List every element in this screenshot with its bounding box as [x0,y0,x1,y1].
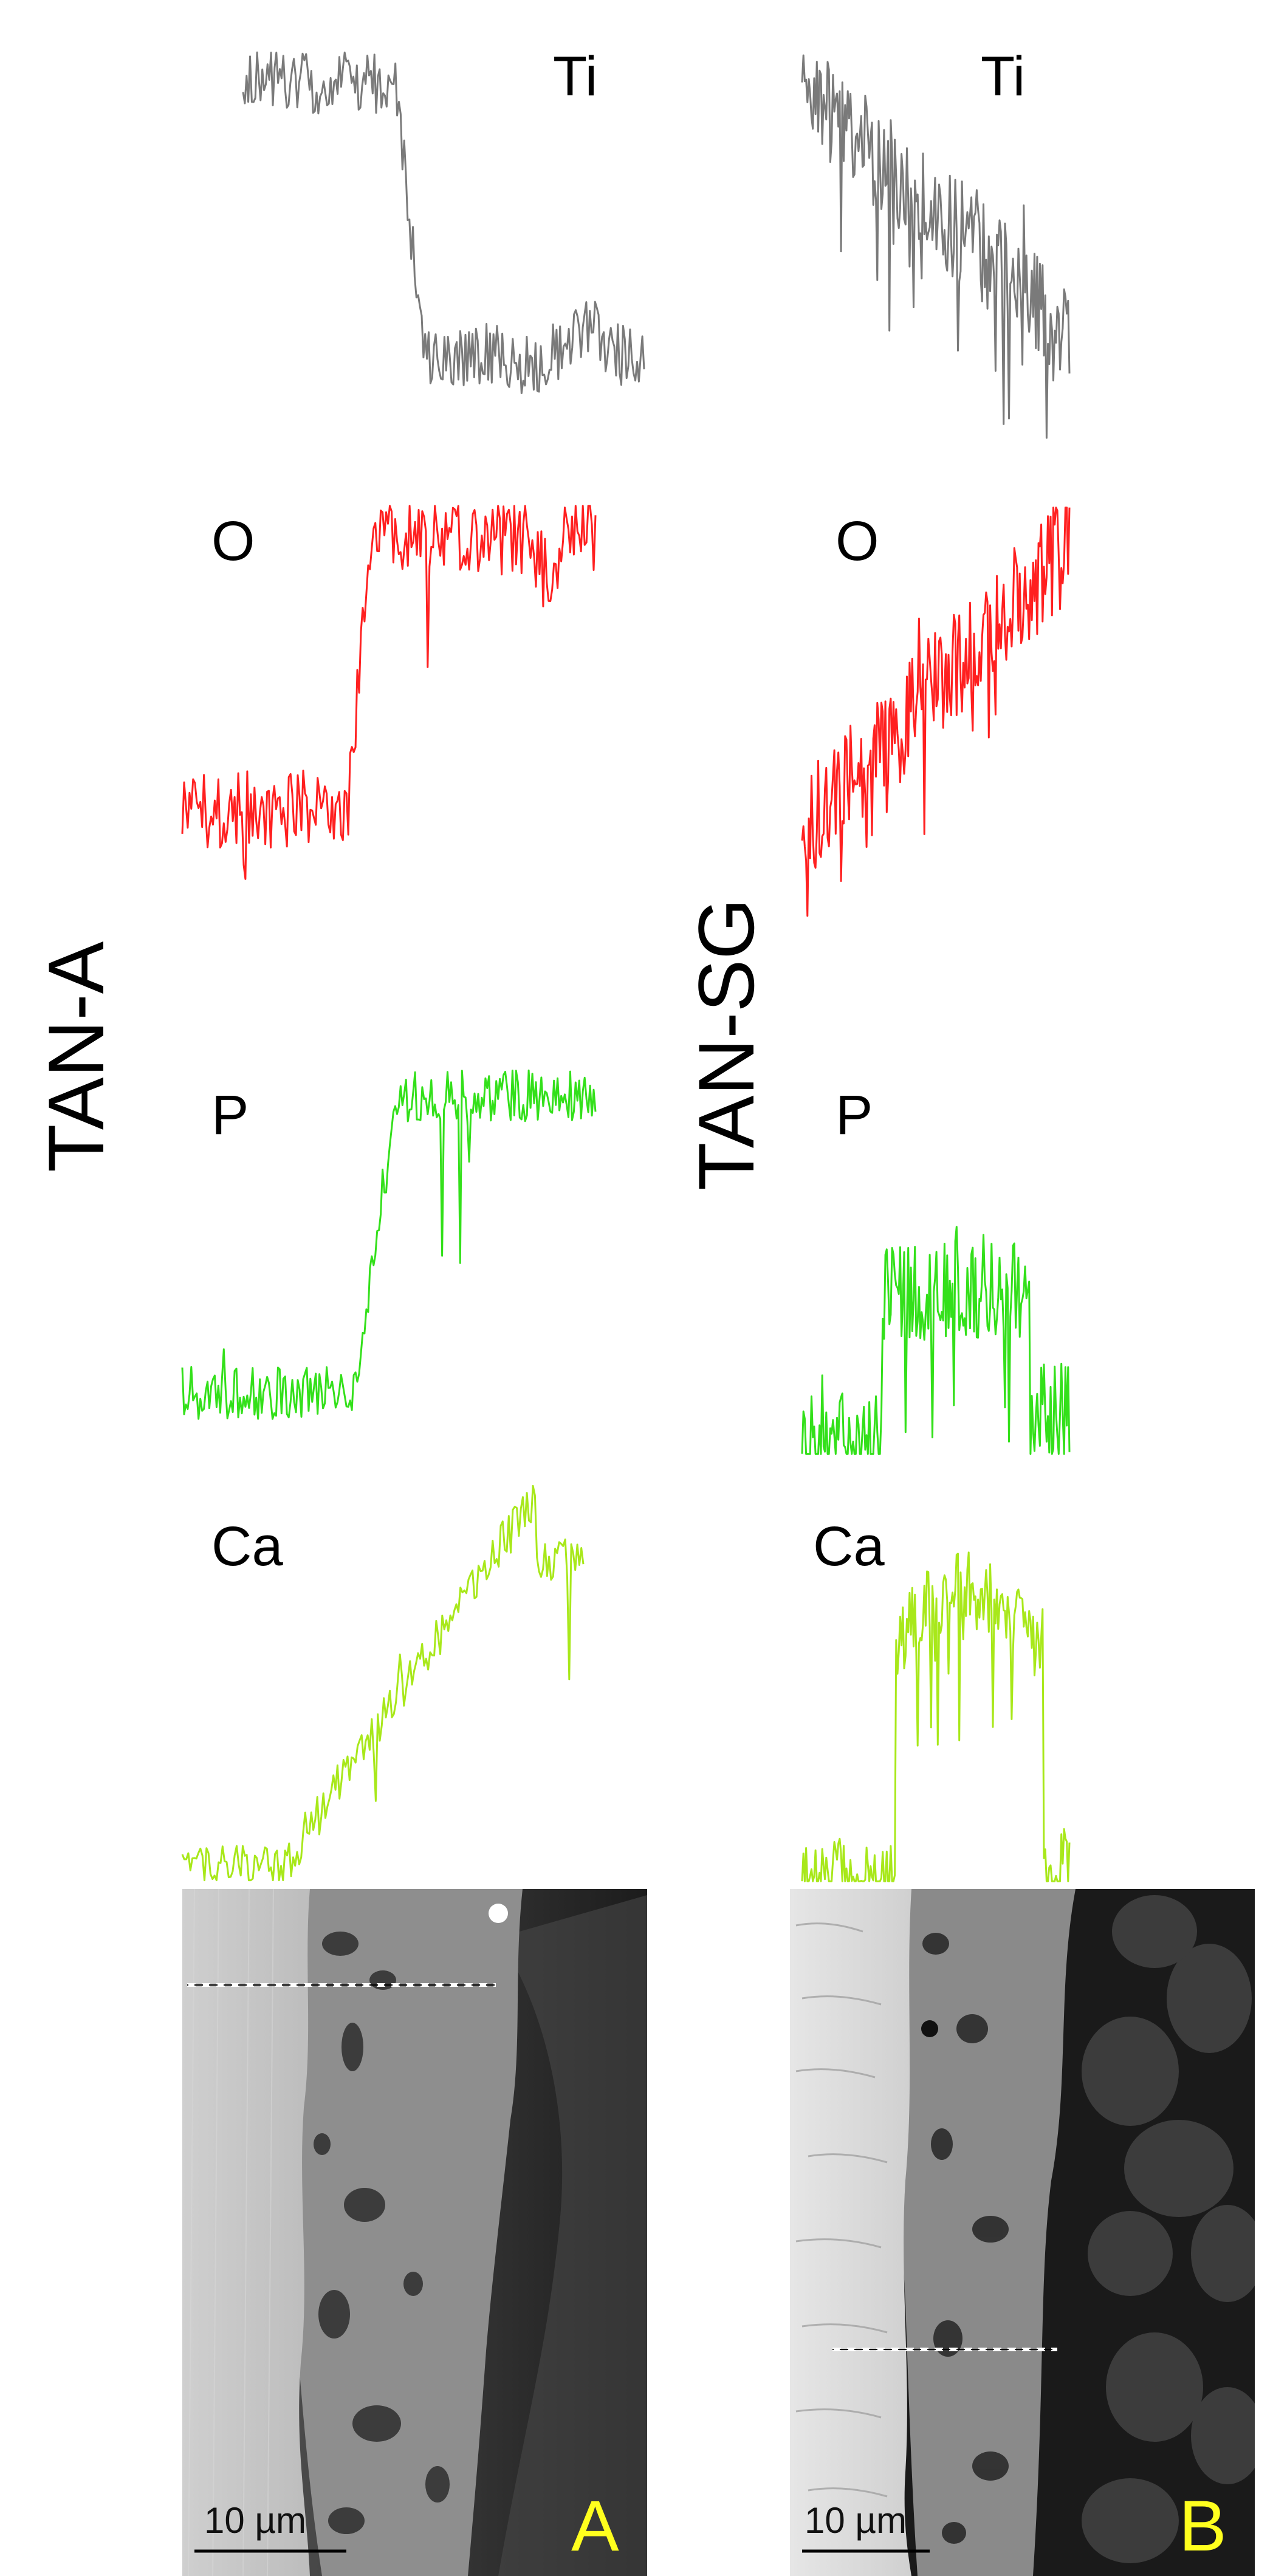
linescan-trace [801,507,1071,917]
linescan-o-b [801,507,1071,917]
linescan-p-b [801,1226,1071,1455]
linescan-ti-b [801,54,1071,439]
element-label-ca-b: Ca [813,1515,885,1577]
sample-label-tan-a: TAN-A [32,941,120,1172]
linescan-trace [181,505,597,880]
sem-b-substrate [790,1889,911,2576]
sem-a-embedding-glow [498,1895,647,2576]
linescan-p-a [181,1069,597,1420]
linescan-o-a [181,505,597,880]
panel-letter-b: B [1179,2486,1227,2566]
linescan-ca-a [181,1484,585,1882]
element-label-ca-a: Ca [211,1515,283,1577]
linescan-trace [181,1484,585,1882]
element-label-o-a: O [211,510,255,572]
sample-label-tan-sg: TAN-SG [682,898,770,1191]
scale-bar-label-a: 10 µm [204,2500,306,2541]
linescan-trace [801,1226,1071,1455]
linescan-ti-a [242,51,645,394]
panel-letter-a: A [571,2486,619,2566]
element-label-ti-b: Ti [981,46,1026,108]
element-label-p-b: P [836,1084,873,1146]
sem-image-a: 10 µm A [182,1889,647,2576]
linescan-ca-b [801,1551,1071,1882]
linescan-trace [801,1551,1071,1882]
scale-bar-label-b: 10 µm [805,2500,907,2541]
element-label-p-a: P [211,1084,249,1146]
linescan-trace [242,51,645,394]
linescan-trace [801,54,1071,439]
sem-image-b: 10 µm B [790,1889,1255,2576]
element-label-ti-a: Ti [553,46,598,108]
linescan-trace [181,1069,597,1420]
sem-b-spheres [1082,1895,1255,2563]
element-label-o-b: O [836,510,879,572]
